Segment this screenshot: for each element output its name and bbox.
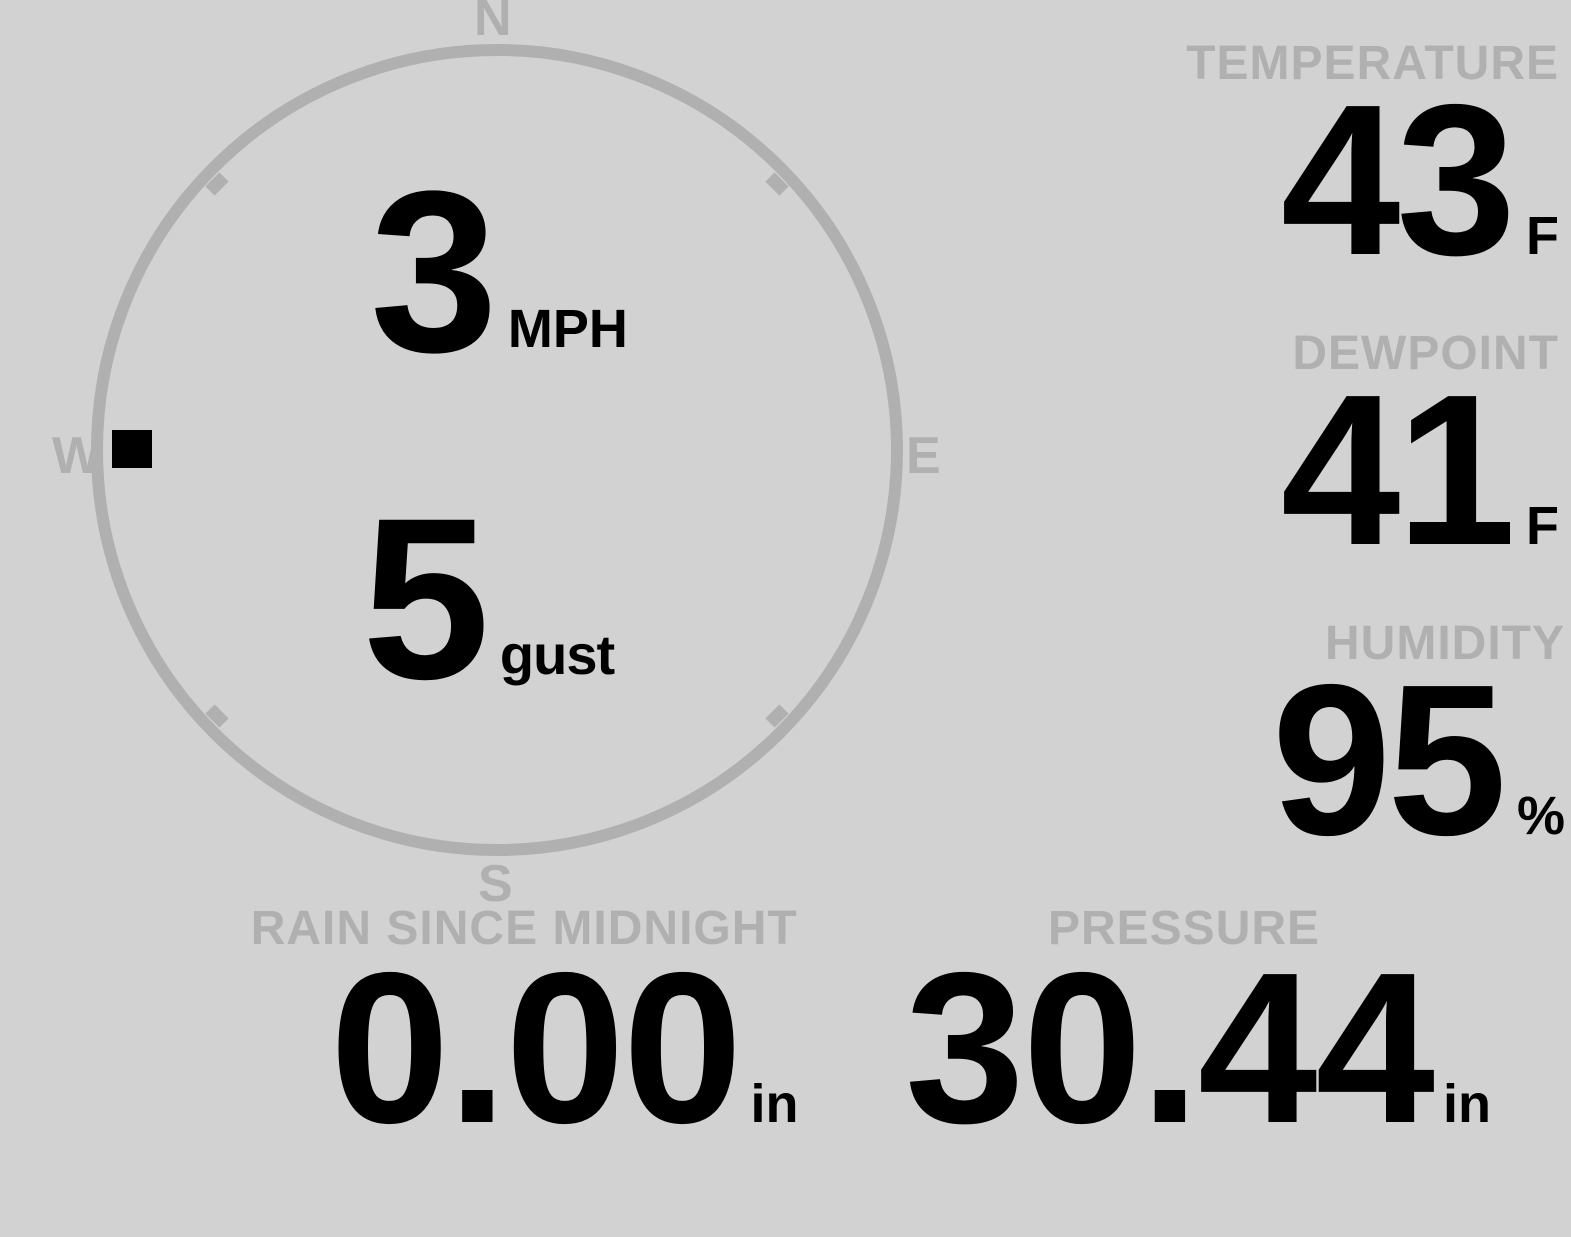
pressure-value-row: 30.44 in bbox=[905, 927, 1492, 1168]
rain-label: RAIN SINCE MIDNIGHT bbox=[250, 902, 798, 955]
humidity-label: HUMIDITY bbox=[1325, 617, 1565, 670]
wind-speed-value: 3 bbox=[370, 143, 498, 400]
dewpoint-label: DEWPOINT bbox=[1292, 327, 1559, 380]
wind-compass-panel: N E S W 3 MPH 5 gust bbox=[0, 0, 1000, 930]
compass-dial[interactable] bbox=[0, 0, 1000, 930]
wind-gust-value: 5 bbox=[362, 470, 490, 727]
rain-value-row: 0.00 in bbox=[250, 927, 799, 1168]
wind-gust-readout: 5 gust bbox=[362, 470, 615, 727]
dewpoint-value: 41 bbox=[1280, 349, 1516, 590]
wind-gust-unit: gust bbox=[499, 623, 615, 686]
compass-tick-nw bbox=[205, 172, 229, 196]
wind-speed-readout: 3 MPH bbox=[370, 143, 628, 400]
humidity-value-row: 95 % bbox=[1005, 639, 1565, 880]
stat-pressure: PRESSURE 30.44 in bbox=[905, 902, 1492, 1168]
compass-label-north: N bbox=[474, 0, 512, 47]
humidity-value: 95 bbox=[1271, 639, 1507, 880]
temperature-label: TEMPERATURE bbox=[1186, 37, 1559, 90]
compass-tick-se bbox=[765, 704, 789, 728]
rain-unit: in bbox=[750, 1074, 799, 1134]
humidity-unit: % bbox=[1516, 786, 1565, 846]
stat-temperature: TEMPERATURE 43 F bbox=[999, 37, 1559, 300]
pressure-unit: in bbox=[1443, 1074, 1492, 1134]
dewpoint-unit: F bbox=[1526, 496, 1559, 556]
stat-dewpoint: DEWPOINT 41 F bbox=[999, 327, 1559, 590]
compass-ring bbox=[91, 44, 903, 856]
compass-label-west: W bbox=[52, 427, 102, 485]
compass-label-south: S bbox=[478, 855, 513, 913]
compass-tick-marks bbox=[205, 172, 789, 728]
wind-direction-marker bbox=[112, 430, 152, 468]
pressure-value: 30.44 bbox=[905, 927, 1435, 1168]
pressure-label: PRESSURE bbox=[1047, 902, 1321, 955]
stat-rain: RAIN SINCE MIDNIGHT 0.00 in bbox=[250, 902, 799, 1168]
temperature-unit: F bbox=[1526, 206, 1559, 266]
wind-speed-unit: MPH bbox=[507, 299, 628, 359]
stat-humidity: HUMIDITY 95 % bbox=[1005, 617, 1565, 880]
temperature-value: 43 bbox=[1280, 59, 1516, 300]
rain-value: 0.00 bbox=[330, 927, 742, 1168]
dewpoint-value-row: 41 F bbox=[999, 349, 1559, 590]
compass-tick-ne bbox=[765, 172, 789, 196]
compass-tick-sw bbox=[205, 704, 229, 728]
compass-label-east: E bbox=[906, 427, 941, 485]
temperature-value-row: 43 F bbox=[999, 59, 1559, 300]
